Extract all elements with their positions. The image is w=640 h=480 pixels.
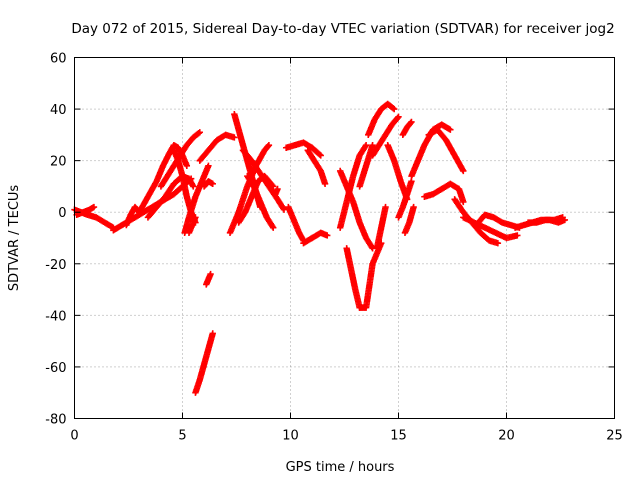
data-point — [321, 180, 329, 188]
y-tick-label: -20 — [45, 258, 66, 273]
series-arc-12 — [203, 270, 214, 288]
y-tick-label: 20 — [50, 155, 67, 170]
series-arc-18 — [244, 172, 277, 231]
series-arc-29 — [356, 141, 376, 190]
y-axis-label: SDTVAR / TECUs — [7, 185, 22, 292]
data-point — [324, 232, 331, 239]
data-point — [460, 198, 467, 206]
series-arc-37 — [408, 121, 454, 180]
data-point — [90, 203, 98, 211]
series-arc-20 — [270, 185, 281, 198]
data-point — [394, 114, 401, 122]
data-point — [207, 270, 214, 278]
data-point — [389, 105, 397, 112]
series-arc-30 — [365, 100, 398, 139]
x-tick-label: 5 — [178, 429, 186, 444]
data-point — [183, 162, 191, 169]
series-arc-27 — [343, 245, 363, 311]
series-arc-06 — [144, 172, 197, 221]
data-point — [192, 214, 199, 221]
series-arc-04 — [123, 203, 143, 229]
chart-title: Day 072 of 2015, Sidereal Day-to-day VTE… — [71, 21, 614, 37]
series-arc-35 — [399, 118, 415, 139]
grid-layer — [74, 57, 615, 419]
y-tick-label: 0 — [58, 206, 66, 221]
data-point — [209, 180, 216, 188]
series-arc-21 — [282, 139, 324, 159]
series-arc-22 — [304, 147, 329, 188]
data-point — [559, 214, 566, 221]
series-arc-44 — [524, 214, 566, 226]
data-point — [264, 143, 272, 150]
y-tick-label: 60 — [50, 52, 67, 67]
data-point — [368, 243, 375, 251]
series-arc-34 — [395, 178, 415, 221]
data-point — [190, 183, 197, 190]
y-tick-label: -80 — [45, 413, 66, 428]
tick-layer: 0 5 10 15 20 25 -80 -60 -40 -20 0 20 40 60 — [45, 52, 623, 444]
data-point — [410, 203, 417, 211]
data-point — [280, 206, 288, 213]
series-arc-31 — [369, 113, 402, 159]
data-point — [362, 141, 370, 149]
series-arc-10 — [185, 214, 199, 237]
series-arc-09 — [181, 162, 212, 237]
data-point — [270, 224, 277, 231]
series-arc-08 — [170, 147, 199, 226]
data-point — [196, 129, 203, 136]
x-tick-label: 20 — [498, 429, 515, 444]
data-point — [390, 105, 398, 113]
y-tick-label: -60 — [45, 361, 66, 376]
data-point — [205, 162, 212, 169]
data-point — [209, 330, 216, 337]
series-arc-23 — [285, 203, 307, 244]
series-arc-24 — [300, 229, 331, 247]
data-point — [447, 126, 454, 133]
series-arc-38 — [425, 126, 467, 175]
y-tick-label: 40 — [50, 103, 67, 118]
data-point — [494, 239, 502, 247]
data-point — [408, 118, 415, 126]
data-point — [195, 129, 202, 137]
data-point — [362, 143, 369, 150]
series-arc-25 — [336, 141, 370, 231]
x-axis-label: GPS time / hours — [286, 460, 395, 475]
data-point — [407, 119, 414, 127]
plot-frame — [74, 57, 615, 419]
series-arc-33 — [373, 203, 389, 252]
data-point — [269, 223, 276, 230]
data-point — [514, 232, 521, 239]
data-point — [369, 141, 376, 149]
data-point — [316, 151, 323, 158]
data-point — [395, 113, 402, 121]
x-tick-label: 15 — [390, 429, 407, 444]
data-point — [274, 185, 281, 193]
series-arc-41 — [460, 214, 521, 242]
x-tick-label: 0 — [70, 429, 78, 444]
series-arc-36 — [401, 203, 417, 237]
x-tick-label: 10 — [282, 429, 299, 444]
data-point — [382, 203, 389, 211]
series-arc-39 — [421, 180, 467, 206]
data-point — [280, 205, 287, 212]
series-arc-11 — [192, 330, 216, 396]
x-tick-label: 25 — [606, 429, 623, 444]
series-arc-14 — [196, 131, 238, 164]
series-arc-13 — [200, 178, 216, 190]
data-point — [317, 152, 324, 159]
series-arc-26 — [336, 167, 376, 252]
data-point — [460, 167, 467, 175]
data-point — [265, 141, 273, 149]
series-layer — [71, 100, 569, 396]
y-tick-label: -40 — [45, 309, 66, 324]
data-point — [231, 134, 238, 141]
series-arc-02 — [73, 203, 98, 218]
